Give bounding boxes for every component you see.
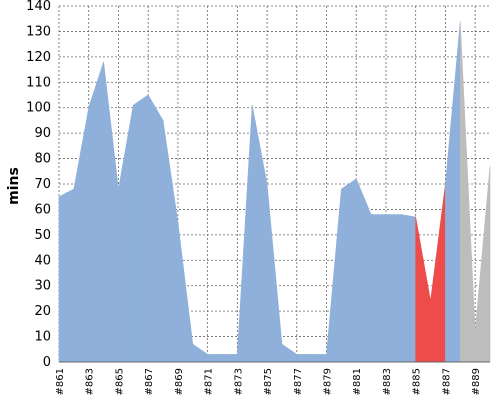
y-tick-label: 20	[34, 304, 51, 319]
y-tick-label: 130	[26, 24, 51, 39]
y-axis-ticks: 0 10 20 30 40 50 60 70 80 90 100 110 120 130 140	[26, 0, 51, 370]
x-tick-label: #877	[293, 368, 304, 395]
area-segment-#862	[73, 107, 90, 363]
x-tick-label: #865	[114, 368, 125, 395]
y-tick-label: 100	[26, 101, 51, 116]
area-segment-#872	[222, 354, 238, 363]
x-tick-label: #875	[263, 368, 274, 395]
area-segment-#870	[192, 343, 208, 363]
area-segment-#863	[88, 61, 104, 363]
area-segment-#884	[400, 214, 416, 363]
area-segment-#888	[459, 21, 476, 363]
y-tick-label: 10	[34, 330, 51, 345]
x-tick-label: #879	[323, 368, 334, 395]
y-tick-label: 40	[34, 253, 51, 268]
area-segment-#887	[445, 21, 461, 363]
x-tick-label: #885	[412, 368, 423, 395]
area-segment-#882	[370, 214, 387, 363]
x-tick-label: #861	[55, 368, 66, 395]
area-segment-#878	[311, 354, 327, 363]
x-tick-label: #887	[441, 368, 452, 395]
x-tick-label: #883	[382, 368, 393, 395]
x-tick-label: #871	[204, 368, 215, 395]
x-tick-label: #867	[144, 368, 155, 395]
area-segment-#866	[133, 94, 149, 363]
y-tick-label: 80	[34, 152, 51, 167]
area-segment-#868	[162, 120, 179, 363]
area-segment-#883	[385, 214, 402, 363]
area-segment-#886	[430, 183, 446, 363]
y-tick-label: 0	[43, 355, 51, 370]
y-tick-label: 70	[34, 177, 51, 192]
area-segment-#880	[341, 178, 357, 363]
area-segment-#879	[326, 189, 342, 363]
y-axis-label: mins	[6, 167, 22, 205]
area-segment-#885	[415, 217, 431, 363]
area-segment-#875	[266, 183, 283, 363]
y-tick-label: 110	[26, 75, 51, 90]
area-segment-#873	[237, 105, 253, 363]
area-segment-#867	[147, 93, 164, 363]
x-tick-label: #873	[233, 368, 244, 395]
y-tick-label: 60	[34, 202, 51, 217]
area-segment-#877	[296, 354, 312, 363]
x-tick-label: #863	[85, 368, 96, 395]
area-segment-#865	[118, 105, 134, 363]
area-segment-#864	[103, 61, 119, 363]
y-tick-label: 120	[26, 50, 51, 65]
x-tick-label: #881	[352, 368, 363, 395]
x-axis-ticks: #861 #863 #865 #867 #869 #871 #873 #875 #877 #879…	[55, 368, 482, 395]
y-tick-label: 90	[34, 126, 51, 141]
area-segment-#869	[177, 222, 194, 363]
y-tick-label: 140	[26, 0, 51, 14]
area-segment-#871	[207, 354, 223, 363]
area-segment-#881	[355, 178, 372, 363]
y-tick-label: 30	[34, 279, 51, 294]
y-tick-label: 50	[34, 228, 51, 243]
x-tick-label: #869	[174, 368, 185, 395]
area-segment-#861	[58, 188, 75, 363]
area-segment-#889	[474, 166, 491, 363]
x-tick-label: #889	[471, 368, 482, 395]
area-segment-#874	[251, 105, 268, 363]
area-series	[58, 21, 491, 363]
area-segment-#876	[281, 343, 298, 363]
